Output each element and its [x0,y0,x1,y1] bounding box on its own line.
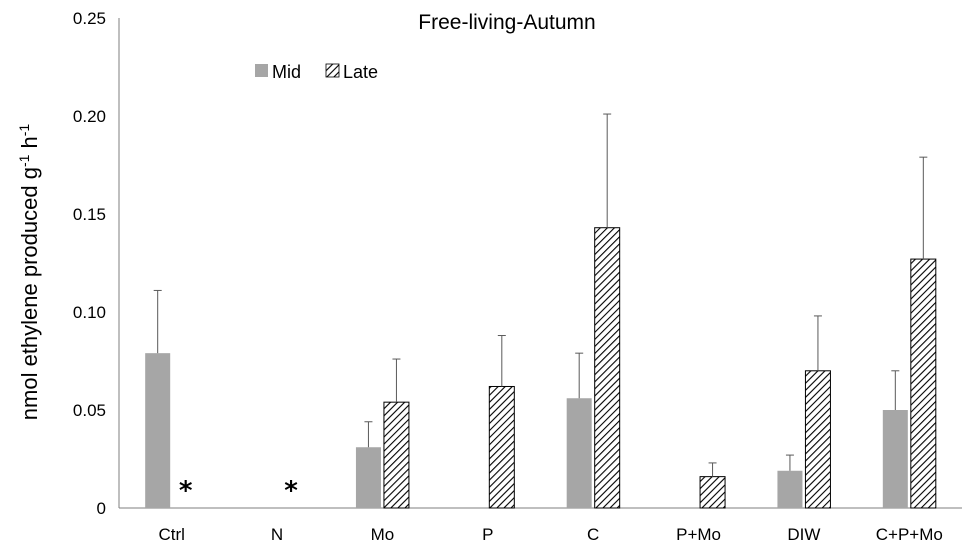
y-tick-label: 0.25 [73,9,106,28]
x-axis-ticks: Ctrl N Mo P C P+Mo DIW C+P+Mo [158,525,942,544]
bar-mid [355,447,381,508]
legend-swatch-late [325,63,340,78]
y-axis-label-sup2: -1 [16,124,32,137]
legend-label-mid: Mid [272,62,301,82]
y-axis-label-mid: h [17,136,42,154]
bar-mid [145,353,171,508]
x-tick-label: Mo [371,525,395,544]
x-tick-label: P+Mo [676,525,721,544]
bar-mid [882,410,908,508]
significance-asterisk: * [284,476,298,506]
bar-late [488,385,515,509]
y-tick-label: 0.20 [73,107,106,126]
bar-late [910,258,937,509]
x-tick-label: C [587,525,599,544]
bar-late [804,370,831,509]
y-tick-label: 0.10 [73,303,106,322]
bar-late [699,476,726,509]
bar-late [383,401,410,509]
x-tick-label: DIW [787,525,820,544]
bar-late [594,227,621,509]
bars: * * [145,113,937,509]
y-axis-label-main: nmol ethylene produced g [17,167,42,420]
y-tick-label: 0.05 [73,401,106,420]
bar-mid [566,398,592,508]
x-tick-label: C+P+Mo [876,525,943,544]
y-tick-label: 0 [97,499,106,518]
y-axis-label: nmol ethylene produced g-1 h-1 [16,124,42,421]
legend-swatch-mid [255,64,268,77]
x-tick-label: P [482,525,493,544]
y-tick-label: 0.15 [73,205,106,224]
bar-mid [777,470,803,508]
y-axis-label-sup1: -1 [16,154,32,167]
significance-asterisk: * [179,476,193,506]
x-tick-label: N [271,525,283,544]
legend: Mid Late [255,62,378,82]
legend-label-late: Late [343,62,378,82]
x-tick-label: Ctrl [158,525,184,544]
y-axis-ticks: 0 0.05 0.10 0.15 0.20 0.25 [73,9,106,518]
chart-title: Free-living-Autumn [418,11,595,34]
